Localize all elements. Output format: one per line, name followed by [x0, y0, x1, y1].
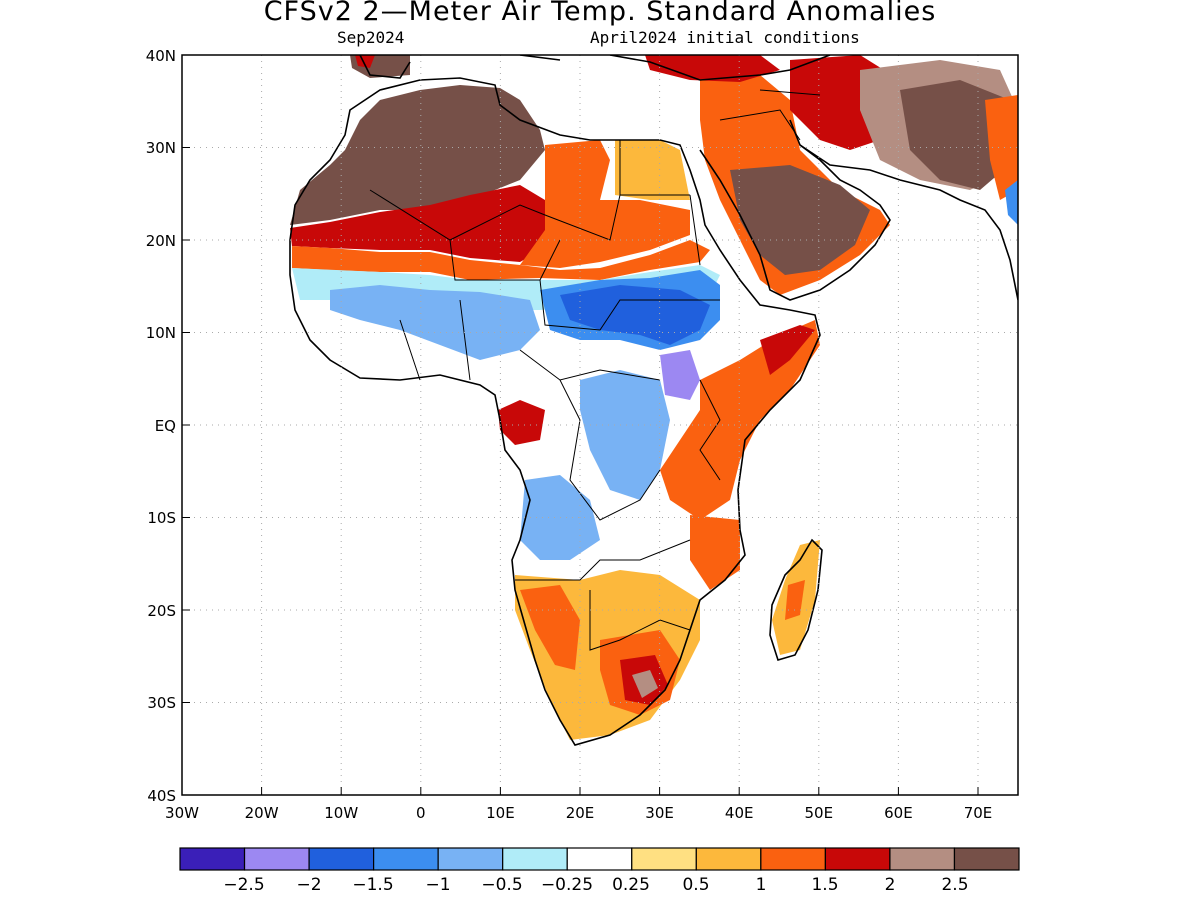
colorbar-label: −2 [296, 875, 321, 895]
colorbar-label: −1 [425, 875, 450, 895]
colorbar-label: 2 [885, 875, 896, 895]
country-borders [369, 89, 821, 651]
axis-ticks [181, 54, 979, 796]
colorbar-swatch [631, 847, 697, 871]
lat-label: 40S [147, 787, 176, 805]
lesotho-brown [632, 670, 658, 698]
colorbar-swatch [243, 847, 310, 871]
lon-label: 10E [486, 804, 515, 822]
spain-red [355, 55, 375, 68]
sahel-orange [520, 140, 690, 268]
mozambique-warm [690, 515, 740, 590]
lon-label: 0 [416, 804, 426, 822]
lat-label: 10S [147, 509, 176, 527]
persian-gulf-coast [799, 144, 1018, 301]
lat-label: 30N [146, 139, 176, 157]
lon-label: 20W [245, 804, 279, 822]
colorbar-label: −0.5 [481, 875, 522, 895]
colorbar-swatch [373, 847, 439, 871]
lon-label: 20E [566, 804, 595, 822]
lon-label: 50E [805, 804, 834, 822]
longitude-labels: 30W 20W 10W 0 10E 20E 30E 40E 50E 60E 70… [165, 804, 992, 822]
colorbar-swatch [824, 847, 891, 871]
lon-label: 40E [725, 804, 754, 822]
west-africa-cool [330, 285, 540, 360]
lon-label: 30W [165, 804, 199, 822]
congo-cool [580, 370, 670, 500]
namibia-warm [520, 585, 580, 670]
sahara-anomaly-red [290, 185, 560, 262]
initial-conditions: April2024 initial conditions [590, 28, 860, 47]
lon-label: 10W [324, 804, 358, 822]
lon-label: 30E [645, 804, 674, 822]
turkey-warm [645, 55, 780, 82]
india-cool [1005, 180, 1018, 225]
lat-label: 20S [147, 602, 176, 620]
lon-label: 70E [964, 804, 993, 822]
arabia-coastline [699, 119, 891, 301]
colorbar-swatch [760, 847, 826, 871]
colorbar [179, 847, 1020, 871]
colorbar-swatch [502, 847, 568, 871]
colorbar-swatch [889, 847, 956, 871]
colorbar-swatch [566, 847, 633, 871]
graticule [182, 55, 1018, 795]
lat-label: 30S [147, 694, 176, 712]
colorbar-swatch [308, 847, 375, 871]
sahara-anomaly-dark [290, 85, 545, 225]
north-africa-orange [292, 240, 710, 280]
forecast-month: Sep2024 [337, 28, 405, 47]
latitude-labels: 40N 30N 20N 10N EQ 10S 20S 30S 40S [146, 47, 176, 805]
colorbar-swatch [953, 847, 1020, 871]
lat-label: 20N [146, 232, 176, 250]
colorbar-label: 1.5 [811, 875, 838, 895]
colorbar-label: −2.5 [223, 875, 264, 895]
egypt-yellow [615, 140, 690, 200]
gabon-warm [498, 400, 545, 445]
lat-label: 10N [146, 324, 176, 342]
colorbar-label: −1.5 [352, 875, 393, 895]
mediterranean-coast [359, 55, 831, 81]
colorbar-label: 0.25 [612, 875, 650, 895]
east-africa-hot [760, 325, 815, 375]
lat-label: 40N [146, 47, 176, 65]
colorbar-label: 2.5 [941, 875, 968, 895]
lat-label: EQ [155, 417, 176, 435]
colorbar-label: 0.5 [682, 875, 709, 895]
madagascar-coastline [769, 538, 823, 661]
map-title: CFSv2 2—Meter Air Temp. Standard Anomali… [263, 0, 937, 27]
arabia-brown [730, 165, 870, 275]
colorbar-swatch [695, 847, 762, 871]
colorbar-swatch [437, 847, 504, 871]
colorbar-swatch [179, 847, 246, 871]
anomaly-shading [290, 55, 1018, 740]
east-africa-warm [660, 320, 820, 520]
colorbar-labels: −2.5 −2 −1.5 −1 −0.5 −0.25 0.25 0.5 1 1.… [223, 875, 968, 895]
great-lakes-purple [660, 350, 700, 400]
colorbar-label: 1 [756, 875, 767, 895]
india-warm [985, 95, 1018, 200]
colorbar-label: −0.25 [541, 875, 593, 895]
lon-label: 60E [884, 804, 913, 822]
